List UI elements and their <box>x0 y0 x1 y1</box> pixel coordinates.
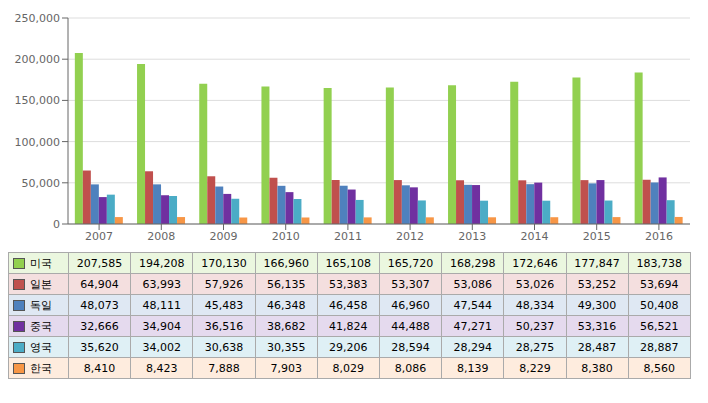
html-text:48,073: 48,073 <box>80 298 119 312</box>
html-text:8,380: 8,380 <box>581 361 613 375</box>
html-text:49,300: 49,300 <box>577 298 617 312</box>
html-text:165,720: 165,720 <box>387 256 434 270</box>
html-text:64,904: 64,904 <box>80 277 119 291</box>
html-text:29,206: 29,206 <box>329 340 368 354</box>
svg-text:2007: 2007 <box>85 230 113 243</box>
html-text:28,487: 28,487 <box>577 340 617 354</box>
html-text:44,488: 44,488 <box>391 319 430 333</box>
html-text:7,888: 7,888 <box>208 361 240 375</box>
html-text:53,252: 53,252 <box>577 277 617 291</box>
html-text:28,294: 28,294 <box>453 340 492 354</box>
html-text:50,237: 50,237 <box>515 319 555 333</box>
svg-text:150,000: 150,000 <box>15 94 61 107</box>
html-text:7,903: 7,903 <box>270 361 302 375</box>
html-text:8,029: 8,029 <box>332 361 365 375</box>
html-text:53,307: 53,307 <box>391 277 430 291</box>
html-text:177,847: 177,847 <box>574 256 620 270</box>
svg-text:2016: 2016 <box>645 230 673 243</box>
html-text:56,135: 56,135 <box>266 277 306 291</box>
html-text:48,334: 48,334 <box>515 298 555 312</box>
html-text:영국: 영국 <box>30 340 52 354</box>
svg-text:200,000: 200,000 <box>15 53 61 66</box>
svg-text:100,000: 100,000 <box>15 136 61 149</box>
html-text:독일: 독일 <box>30 298 52 312</box>
html-text:8,086: 8,086 <box>394 361 427 375</box>
html-text:36,516: 36,516 <box>204 319 244 333</box>
html-text:한국: 한국 <box>30 361 52 375</box>
html-text:34,002: 34,002 <box>142 340 181 354</box>
html-text:45,483: 45,483 <box>204 298 244 312</box>
html-text:28,887: 28,887 <box>640 340 679 354</box>
html-text:32,666: 32,666 <box>80 319 119 333</box>
html-text:53,383: 53,383 <box>329 277 368 291</box>
html-text:8,410: 8,410 <box>83 361 116 375</box>
html-text:168,298: 168,298 <box>450 256 496 270</box>
svg-text:2012: 2012 <box>396 230 424 243</box>
html-text:38,682: 38,682 <box>266 319 306 333</box>
html-text:53,694: 53,694 <box>640 277 679 291</box>
svg-text:2009: 2009 <box>210 230 238 243</box>
html-text:166,960: 166,960 <box>263 256 309 270</box>
html-text:미국: 미국 <box>30 256 52 270</box>
html-text:194,208: 194,208 <box>139 256 185 270</box>
svg-text:250,000: 250,000 <box>15 12 61 25</box>
html-text:8,139: 8,139 <box>457 361 489 375</box>
html-text:8,560: 8,560 <box>643 361 675 375</box>
html-text:57,926: 57,926 <box>204 277 244 291</box>
html-text:46,458: 46,458 <box>329 298 368 312</box>
html-text:172,646: 172,646 <box>512 256 558 270</box>
html-text:28,275: 28,275 <box>515 340 555 354</box>
html-text:53,086: 53,086 <box>453 277 492 291</box>
html-text:46,960: 46,960 <box>391 298 430 312</box>
html-text:47,544: 47,544 <box>453 298 492 312</box>
html-text:56,521: 56,521 <box>640 319 679 333</box>
html-text:30,638: 30,638 <box>204 340 244 354</box>
html-text:165,108: 165,108 <box>325 256 372 270</box>
svg-text:2011: 2011 <box>334 230 362 243</box>
svg-text:2015: 2015 <box>583 230 611 243</box>
html-text:170,130: 170,130 <box>201 256 247 270</box>
html-text:8,423: 8,423 <box>146 361 178 375</box>
svg-text:2008: 2008 <box>147 230 175 243</box>
html-text:53,316: 53,316 <box>577 319 617 333</box>
svg-text:0: 0 <box>53 218 60 231</box>
html-text:46,348: 46,348 <box>266 298 306 312</box>
html-text:207,585: 207,585 <box>76 256 123 270</box>
html-text:35,620: 35,620 <box>80 340 119 354</box>
html-text:183,738: 183,738 <box>636 256 682 270</box>
html-text:63,993: 63,993 <box>142 277 181 291</box>
html-text:중국: 중국 <box>30 319 52 333</box>
svg-text:50,000: 50,000 <box>22 177 61 190</box>
html-text:47,271: 47,271 <box>453 319 492 333</box>
html-text:34,904: 34,904 <box>142 319 181 333</box>
html-text:28,594: 28,594 <box>391 340 430 354</box>
svg-text:2014: 2014 <box>521 230 549 243</box>
html-text:30,355: 30,355 <box>266 340 306 354</box>
html-text:53,026: 53,026 <box>515 277 555 291</box>
svg-text:2013: 2013 <box>458 230 486 243</box>
html-text:48,111: 48,111 <box>142 298 181 312</box>
html-text:41,824: 41,824 <box>329 319 368 333</box>
html-text:50,408: 50,408 <box>640 298 679 312</box>
svg-text:2010: 2010 <box>272 230 300 243</box>
html-text:8,229: 8,229 <box>519 361 551 375</box>
html-text:일본: 일본 <box>30 277 52 291</box>
